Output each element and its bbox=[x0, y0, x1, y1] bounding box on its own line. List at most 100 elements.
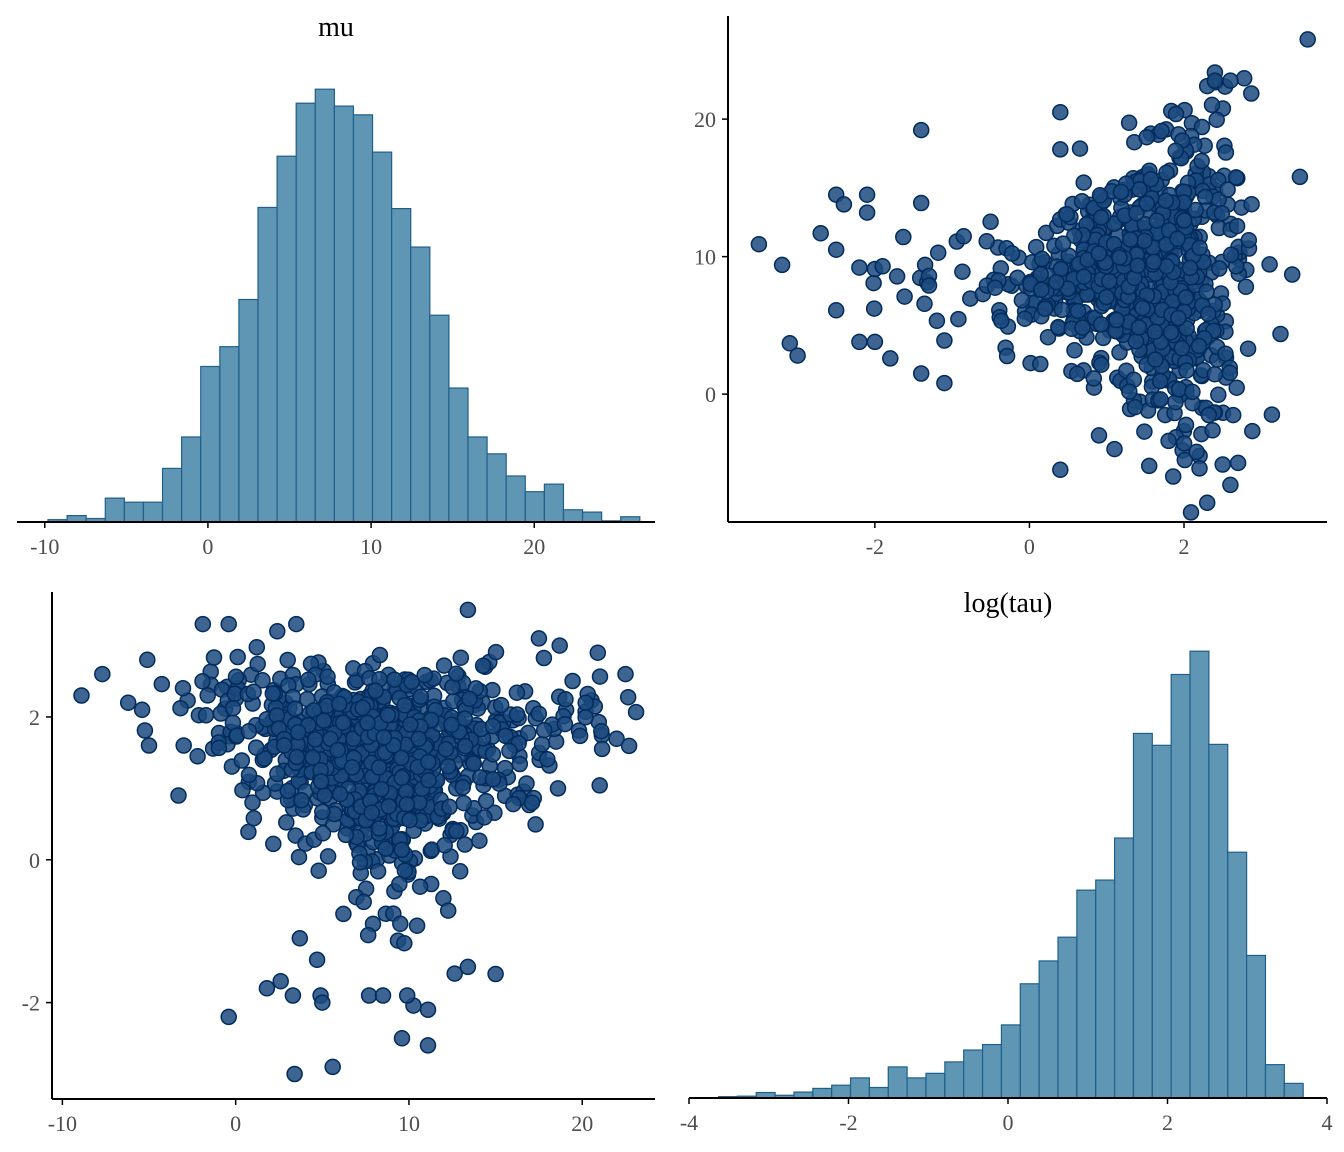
scatter-point bbox=[1229, 454, 1247, 472]
scatter-point bbox=[1075, 268, 1093, 285]
scatter-point bbox=[398, 987, 416, 1004]
scatter-point bbox=[172, 699, 189, 717]
histogram-bar bbox=[1019, 983, 1040, 1099]
scatter-point bbox=[286, 700, 304, 717]
scatter-point bbox=[240, 823, 257, 841]
histogram-bar bbox=[812, 1087, 833, 1099]
scatter-point bbox=[539, 750, 556, 768]
scatter-point bbox=[119, 694, 137, 711]
scatter-point bbox=[73, 687, 90, 704]
scatter-point bbox=[379, 706, 397, 724]
scatter-point bbox=[1157, 192, 1175, 209]
scatter-point bbox=[950, 310, 967, 328]
scatter-point bbox=[170, 787, 187, 804]
scatter-point bbox=[393, 1030, 411, 1047]
scatter-point bbox=[371, 646, 389, 664]
scatter-point bbox=[1136, 232, 1153, 250]
scatter-point bbox=[247, 739, 265, 756]
scatter-point bbox=[367, 682, 384, 699]
scatter-point bbox=[1210, 386, 1227, 404]
scatter-point bbox=[351, 854, 369, 871]
scatter-point bbox=[419, 1001, 437, 1018]
scatter-point bbox=[245, 683, 262, 700]
scatter-point bbox=[454, 779, 472, 796]
scatter-point bbox=[451, 863, 469, 880]
scatter-point bbox=[330, 695, 348, 713]
histogram-bar bbox=[1170, 673, 1191, 1099]
scatter-point bbox=[441, 798, 458, 816]
scatter-point bbox=[1291, 168, 1309, 186]
scatter-point bbox=[354, 699, 371, 717]
y-tick-label: 10 bbox=[694, 245, 716, 270]
x-tick-label: -4 bbox=[680, 1110, 698, 1135]
scatter-point bbox=[278, 814, 295, 831]
scatter-point bbox=[359, 926, 377, 944]
scatter-point bbox=[153, 675, 171, 693]
scatter-point bbox=[286, 1065, 303, 1083]
scatter-point bbox=[210, 739, 228, 757]
scatter-point bbox=[1228, 379, 1245, 396]
histogram-bar bbox=[849, 1077, 870, 1099]
scatter-point bbox=[439, 902, 457, 919]
scatter-point bbox=[331, 785, 349, 803]
scatter-point bbox=[1167, 142, 1184, 160]
scatter-point bbox=[1085, 370, 1103, 387]
scatter-point bbox=[928, 312, 946, 330]
scatter-point bbox=[293, 791, 310, 809]
scatter-point bbox=[954, 263, 971, 280]
scatter-point bbox=[1213, 204, 1231, 222]
scatter-point bbox=[1033, 281, 1050, 299]
scatter-point bbox=[456, 710, 474, 727]
scatter-point bbox=[370, 759, 388, 776]
scatter-point bbox=[312, 773, 330, 790]
histogram-bar bbox=[1208, 743, 1229, 1099]
scatter-point bbox=[1013, 292, 1031, 309]
scatter-point bbox=[882, 350, 899, 367]
scatter-point bbox=[391, 875, 408, 893]
scatter-point bbox=[523, 794, 541, 811]
scatter-point bbox=[1243, 195, 1260, 213]
scatter-logtau-mu-panel: -2 0 2 0 10 20 bbox=[694, 16, 1327, 559]
scatter-point bbox=[1222, 476, 1239, 494]
scatter-point bbox=[1206, 72, 1224, 89]
scatter-point bbox=[1090, 245, 1108, 262]
scatter-point bbox=[446, 965, 463, 982]
scatter-point bbox=[1191, 239, 1208, 257]
scatter-point bbox=[1193, 152, 1210, 170]
scatter-point bbox=[1091, 187, 1109, 204]
scatter-point bbox=[1074, 319, 1091, 336]
histogram-bar bbox=[1076, 889, 1097, 1099]
scatter-point bbox=[527, 816, 544, 833]
scatter-point bbox=[194, 673, 211, 690]
histogram-bar bbox=[1264, 1064, 1285, 1099]
scatter-point bbox=[1146, 323, 1164, 341]
scatter-point bbox=[896, 288, 913, 305]
scatter-point bbox=[874, 258, 891, 275]
scatter-point bbox=[1261, 256, 1278, 273]
histogram-bar bbox=[200, 365, 221, 523]
scatter-point bbox=[620, 737, 638, 755]
scatter-point bbox=[484, 746, 502, 763]
scatter-point bbox=[248, 638, 266, 656]
scatter-point bbox=[593, 740, 611, 758]
histogram-bars bbox=[717, 650, 1304, 1099]
scatter-point bbox=[1283, 266, 1301, 283]
scatter-point bbox=[1069, 302, 1087, 320]
scatter-point bbox=[1196, 188, 1214, 206]
scatter-point bbox=[205, 649, 223, 666]
scatter-point bbox=[1211, 260, 1228, 277]
histogram-bar bbox=[887, 1066, 908, 1099]
scatter-point bbox=[1052, 461, 1069, 479]
y-axis-ticks: -2 0 2 bbox=[22, 705, 52, 1016]
scatter-point bbox=[1106, 440, 1123, 458]
scatter-point bbox=[1140, 457, 1158, 475]
scatter-point bbox=[1138, 128, 1155, 146]
scatter-point bbox=[310, 862, 327, 879]
scatter-point bbox=[1177, 416, 1195, 434]
histogram-bar bbox=[181, 436, 202, 523]
scatter-point bbox=[1217, 144, 1235, 161]
scatter-point bbox=[396, 862, 414, 879]
histogram-bar bbox=[295, 102, 316, 523]
scatter-point bbox=[865, 300, 883, 317]
